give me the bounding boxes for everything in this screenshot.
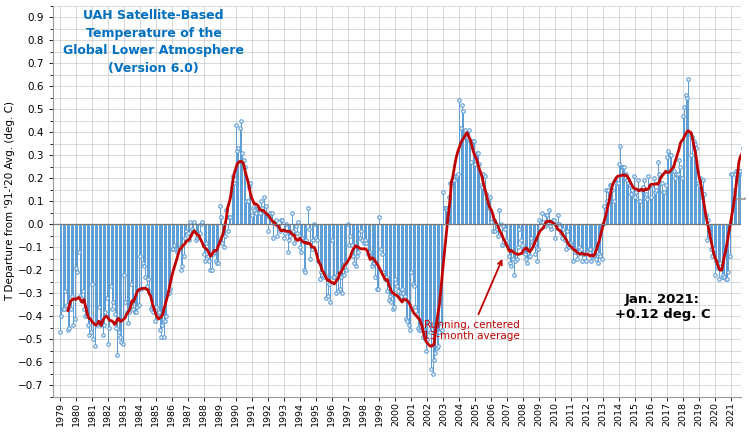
Text: UAH Satellite-Based
Temperature of the
Global Lower Atmosphere
(Version 6.0): UAH Satellite-Based Temperature of the G… xyxy=(63,10,244,75)
Y-axis label: T Departure from '91-'20 Avg. (deg. C): T Departure from '91-'20 Avg. (deg. C) xyxy=(5,101,16,301)
Text: Running, centered
13-month average: Running, centered 13-month average xyxy=(423,261,520,341)
Text: Jan. 2021:
+0.12 deg. C: Jan. 2021: +0.12 deg. C xyxy=(615,293,711,321)
